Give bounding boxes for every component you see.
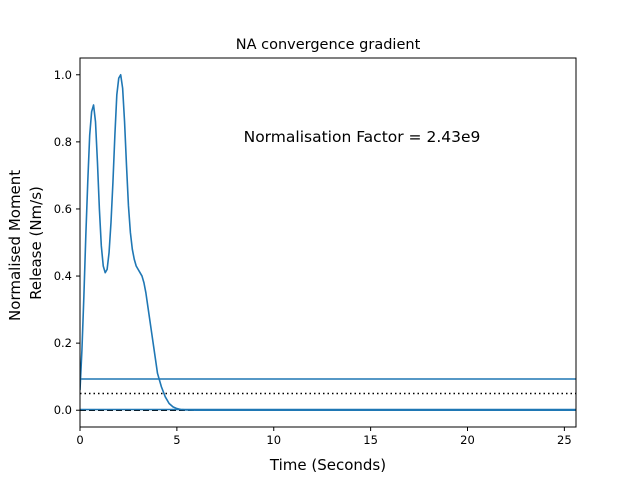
y-tick-label: 0.0	[54, 403, 72, 417]
chart-title: NA convergence gradient	[236, 37, 421, 53]
y-axis-label-line2: Release (Nm/s)	[27, 186, 45, 300]
y-tick-label: 0.2	[54, 336, 72, 350]
plot-area: 0 5 10 15 20 25 0.0 0.2 0.4 0.6 0.8 1.0	[54, 57, 577, 447]
y-tick-label: 0.6	[54, 202, 72, 216]
x-axis-label: Time (Seconds)	[269, 456, 386, 474]
x-tick-label: 0	[76, 433, 83, 447]
x-tick-label: 5	[173, 433, 180, 447]
x-tick-label: 20	[460, 433, 475, 447]
y-axis-label-line1: Normalised Moment	[6, 170, 24, 321]
y-tick-label: 0.8	[54, 135, 72, 149]
axes-frame	[79, 57, 577, 428]
x-tick-label: 10	[266, 433, 281, 447]
y-tick-label: 0.4	[54, 269, 72, 283]
series-line	[80, 73, 576, 412]
x-tick-label: 15	[363, 433, 378, 447]
y-axis-label: Normalised Moment Release (Nm/s)	[6, 165, 45, 321]
y-tick-label: 1.0	[54, 68, 72, 82]
annotation-text: Normalisation Factor = 2.43e9	[244, 128, 481, 146]
x-tick-label: 25	[557, 433, 572, 447]
